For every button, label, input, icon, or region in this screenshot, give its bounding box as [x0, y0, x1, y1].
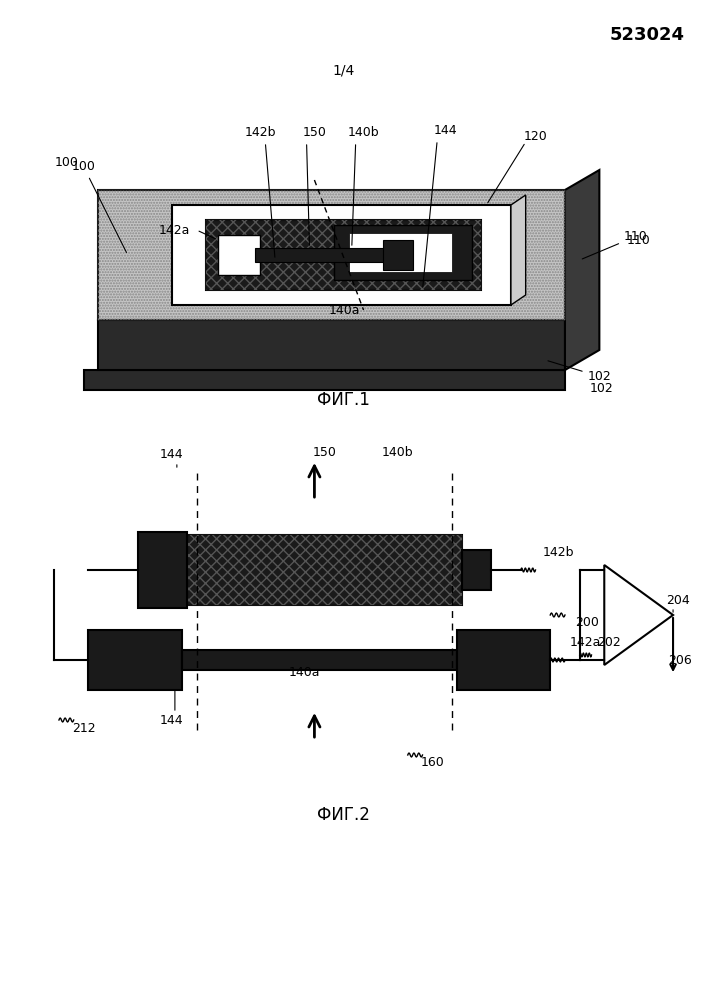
- Polygon shape: [260, 250, 334, 260]
- Text: 523024: 523024: [609, 26, 684, 44]
- Text: 204: 204: [666, 593, 690, 606]
- Bar: [182, 650, 457, 670]
- Text: 150: 150: [303, 125, 327, 138]
- Polygon shape: [604, 565, 673, 665]
- Text: 144: 144: [160, 714, 184, 726]
- Text: ФИГ.2: ФИГ.2: [318, 806, 370, 824]
- Polygon shape: [98, 190, 565, 320]
- Text: 100: 100: [72, 160, 126, 253]
- Text: ФИГ.1: ФИГ.1: [318, 391, 370, 409]
- Polygon shape: [172, 205, 511, 305]
- Text: 142b: 142b: [543, 546, 574, 558]
- Polygon shape: [255, 248, 393, 262]
- Text: 140a: 140a: [289, 666, 320, 680]
- Text: 102: 102: [590, 381, 613, 394]
- Text: 142a: 142a: [158, 224, 190, 236]
- Bar: [457, 630, 550, 690]
- Text: 142a: 142a: [570, 636, 601, 648]
- Text: 1/4: 1/4: [333, 63, 355, 77]
- Bar: [186, 535, 462, 605]
- Bar: [137, 532, 186, 608]
- Bar: [186, 535, 462, 605]
- Text: 200: 200: [575, 616, 599, 630]
- Text: 140b: 140b: [348, 126, 379, 139]
- Bar: [88, 630, 182, 690]
- Text: 202: 202: [597, 636, 621, 648]
- Text: 144: 144: [433, 123, 457, 136]
- Text: 140b: 140b: [381, 446, 413, 458]
- Polygon shape: [565, 170, 599, 370]
- Text: 110: 110: [627, 233, 651, 246]
- Polygon shape: [511, 195, 526, 305]
- Text: 160: 160: [421, 756, 444, 768]
- Bar: [462, 550, 491, 590]
- Text: 150: 150: [313, 446, 336, 458]
- Text: 142b: 142b: [245, 126, 276, 139]
- Text: 102: 102: [548, 361, 611, 383]
- Text: 140a: 140a: [329, 304, 360, 316]
- Polygon shape: [218, 235, 260, 275]
- Polygon shape: [349, 233, 452, 272]
- Text: 120: 120: [524, 130, 547, 143]
- Polygon shape: [206, 220, 482, 290]
- Polygon shape: [334, 225, 472, 280]
- FancyBboxPatch shape: [83, 370, 565, 390]
- Polygon shape: [383, 240, 413, 270]
- Text: 100: 100: [55, 155, 79, 168]
- Text: 110: 110: [583, 230, 648, 259]
- Text: 212: 212: [72, 722, 95, 734]
- Text: 206: 206: [668, 654, 692, 666]
- Polygon shape: [98, 320, 565, 370]
- Text: 144: 144: [160, 448, 184, 462]
